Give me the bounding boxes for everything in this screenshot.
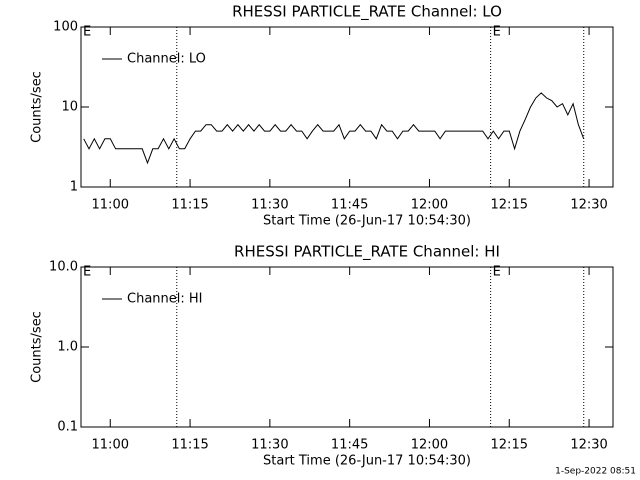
chart-title: RHESSI PARTICLE_RATE Channel: LO (232, 3, 502, 22)
y-axis-label: Counts/sec (30, 311, 45, 383)
x-tick-label: 12:30 (570, 438, 607, 453)
x-tick-label: 11:00 (92, 438, 129, 453)
annotation: E (83, 25, 91, 40)
y-axis-label: Counts/sec (30, 71, 45, 143)
x-tick-label: 11:15 (171, 438, 208, 453)
annotation: E (83, 265, 91, 280)
y-tick-label: 0.1 (57, 420, 78, 435)
x-tick-label: 12:15 (491, 198, 528, 213)
x-tick-label: 12:15 (491, 438, 528, 453)
y-tick-label: 100 (53, 20, 78, 35)
x-axis-label: Start Time (26-Jun-17 10:54:30) (263, 214, 471, 229)
chart-title: RHESSI PARTICLE_RATE Channel: HI (234, 243, 500, 262)
x-tick-label: 12:00 (411, 198, 448, 213)
x-tick-label: 11:30 (251, 438, 288, 453)
y-tick-label: 1 (70, 180, 78, 195)
x-tick-label: 11:30 (251, 198, 288, 213)
y-tick-label: 10 (61, 100, 78, 115)
x-tick-label: 11:00 (92, 198, 129, 213)
legend-label: Channel: HI (127, 292, 203, 307)
annotation: E (493, 25, 501, 40)
x-tick-label: 12:30 (570, 198, 607, 213)
x-tick-label: 12:00 (411, 438, 448, 453)
data-line (83, 92, 585, 165)
footer: 1-Sep-2022 08:51 (555, 467, 636, 477)
legend-label: Channel: LO (127, 52, 206, 67)
x-axis-label: Start Time (26-Jun-17 10:54:30) (263, 454, 471, 469)
y-tick-label: 1.0 (57, 340, 78, 355)
x-tick-label: 11:45 (331, 198, 368, 213)
y-tick-label: 10.0 (49, 260, 78, 275)
x-tick-label: 11:15 (171, 198, 208, 213)
annotation: E (493, 265, 501, 280)
x-tick-label: 11:45 (331, 438, 368, 453)
